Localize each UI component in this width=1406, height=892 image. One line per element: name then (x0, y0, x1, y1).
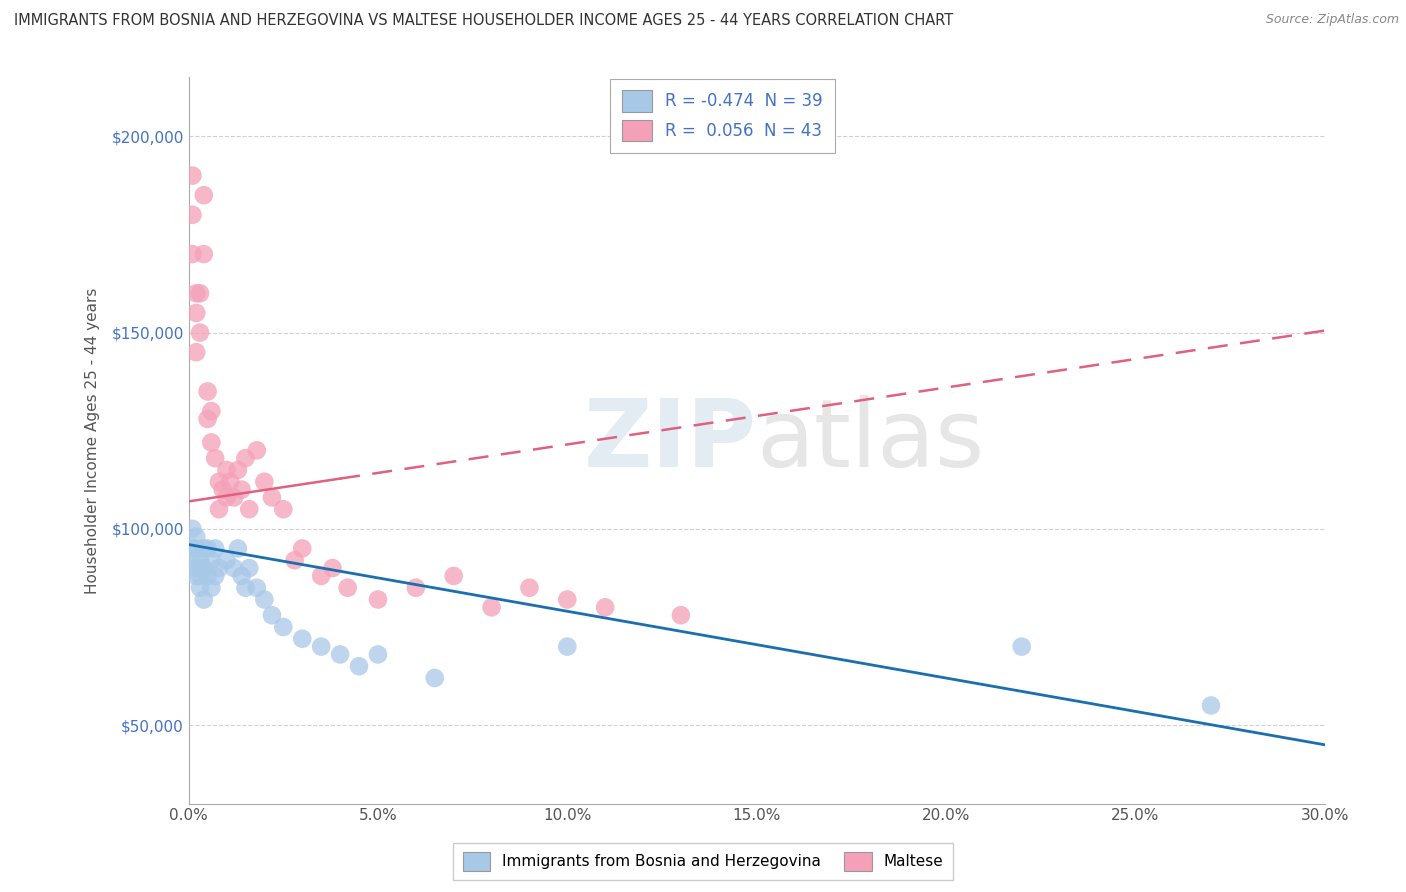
Point (193, 188, 215, 202)
Point (181, 208, 204, 222)
Point (197, 412, 219, 426)
Point (211, 483, 233, 497)
Point (204, 569, 226, 583)
Point (215, 553, 238, 567)
Point (215, 491, 238, 505)
Point (215, 463, 238, 477)
Point (235, 581, 257, 595)
Point (193, 541, 215, 556)
Point (291, 632, 314, 646)
Point (197, 569, 219, 583)
Point (186, 541, 208, 556)
Point (555, 592, 578, 607)
Point (181, 247, 204, 261)
Point (193, 561, 215, 575)
Text: Source: ZipAtlas.com: Source: ZipAtlas.com (1265, 13, 1399, 27)
Point (193, 247, 215, 261)
Point (253, 475, 276, 489)
Point (204, 451, 226, 466)
Point (246, 581, 269, 595)
Point (186, 286, 208, 301)
Point (200, 404, 222, 418)
Point (186, 530, 208, 544)
Point (188, 286, 211, 301)
Point (181, 541, 204, 556)
Point (188, 553, 211, 567)
Point (238, 502, 260, 516)
Point (347, 659, 370, 673)
Point (336, 581, 359, 595)
Point (188, 569, 211, 583)
Point (309, 640, 332, 654)
Point (200, 435, 222, 450)
Point (226, 541, 249, 556)
Point (271, 502, 294, 516)
Point (405, 581, 427, 595)
Text: IMMIGRANTS FROM BOSNIA AND HERZEGOVINA VS MALTESE HOUSEHOLDER INCOME AGES 25 - 4: IMMIGRANTS FROM BOSNIA AND HERZEGOVINA V… (14, 13, 953, 29)
Point (186, 569, 208, 583)
Point (208, 502, 231, 516)
Point (322, 561, 344, 575)
Point (186, 561, 208, 575)
Point (1199, 698, 1222, 713)
Point (593, 600, 616, 615)
Point (329, 648, 352, 662)
Text: atlas: atlas (756, 394, 984, 486)
Point (367, 592, 389, 607)
Y-axis label: Householder Income Ages 25 - 44 years: Householder Income Ages 25 - 44 years (86, 287, 100, 594)
Point (1011, 640, 1033, 654)
Point (181, 553, 204, 567)
Point (519, 581, 541, 595)
Point (204, 541, 226, 556)
Point (197, 541, 219, 556)
Point (231, 483, 253, 497)
Point (186, 306, 208, 320)
Point (271, 620, 294, 634)
Point (188, 326, 211, 340)
Point (186, 345, 208, 359)
Point (181, 522, 204, 536)
Point (200, 581, 222, 595)
Point (193, 592, 215, 607)
Point (309, 569, 332, 583)
Text: ZIP: ZIP (583, 394, 756, 486)
Point (291, 541, 314, 556)
Point (253, 592, 276, 607)
Point (443, 569, 465, 583)
Point (238, 561, 260, 575)
Point (222, 561, 245, 575)
Point (423, 671, 446, 685)
Point (208, 475, 231, 489)
Point (181, 169, 204, 183)
Legend: Immigrants from Bosnia and Herzegovina, Maltese: Immigrants from Bosnia and Herzegovina, … (453, 843, 953, 880)
Point (188, 581, 211, 595)
Point (260, 608, 283, 623)
Point (246, 443, 269, 458)
Point (260, 491, 283, 505)
Point (226, 463, 249, 477)
Point (481, 600, 503, 615)
Point (367, 648, 389, 662)
Point (235, 451, 257, 466)
Point (219, 475, 242, 489)
Point (669, 608, 692, 623)
Point (555, 640, 578, 654)
Legend: R = -0.474  N = 39, R =  0.056  N = 43: R = -0.474 N = 39, R = 0.056 N = 43 (610, 78, 835, 153)
Point (284, 553, 307, 567)
Point (197, 384, 219, 399)
Point (200, 553, 222, 567)
Point (231, 569, 253, 583)
Point (208, 561, 231, 575)
Point (222, 491, 245, 505)
